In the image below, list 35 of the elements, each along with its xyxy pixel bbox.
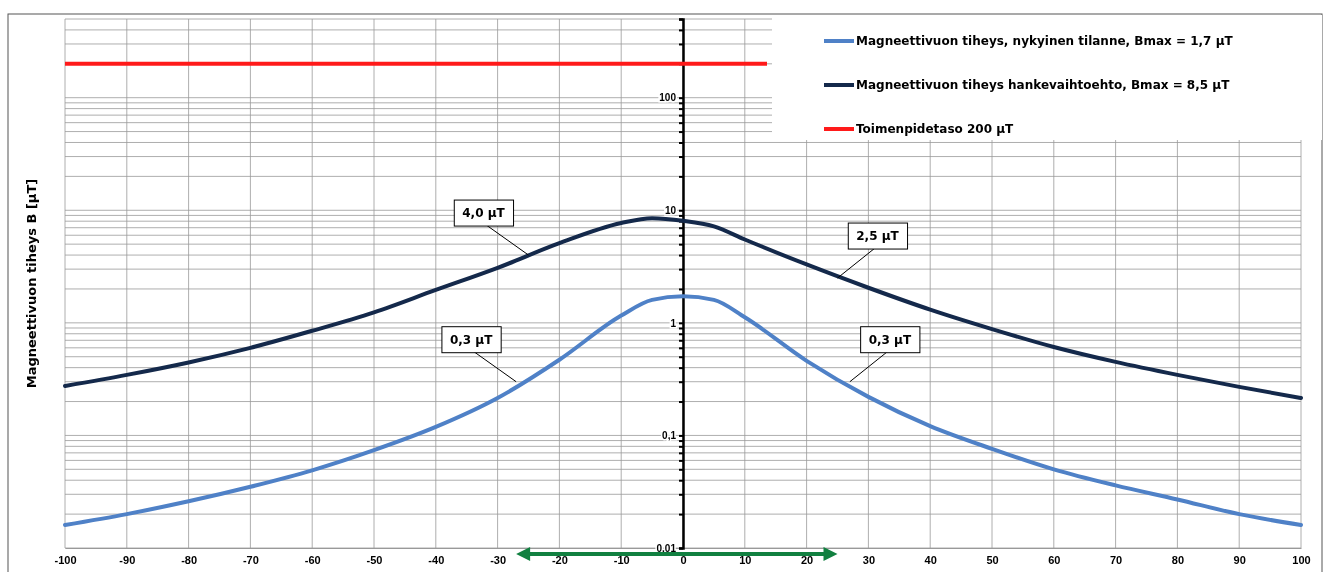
x-tick-label: -50 <box>366 553 383 566</box>
x-tick-label: -100 <box>54 553 77 566</box>
annotation: 2,5 µT <box>856 229 900 244</box>
y-tick-label: 100 <box>659 92 677 104</box>
x-tick-label: 50 <box>986 553 999 566</box>
x-tick-label: 60 <box>1048 553 1061 566</box>
x-tick-label: -60 <box>304 553 321 566</box>
x-tick-label: 70 <box>1109 553 1123 566</box>
x-tick-label: 90 <box>1233 553 1246 566</box>
legend-label: Magneettivuon tiheys, nykyinen tilanne, Bmax = 1,7 µT <box>856 34 1234 48</box>
x-tick-label: -20 <box>551 553 568 566</box>
x-tick-label: 10 <box>739 553 752 566</box>
y-tick-label: 10 <box>664 204 677 216</box>
legend-label: Toimenpidetaso 200 µT <box>856 122 1015 136</box>
x-tick-label: -40 <box>428 553 445 566</box>
x-tick-label: 20 <box>800 553 814 566</box>
x-tick-label: -10 <box>613 553 630 566</box>
annotation: 0,3 µT <box>868 332 912 347</box>
y-axis-title: Magneettivuon tiheys B [µT] <box>24 178 39 389</box>
x-tick-label: 0 <box>680 553 687 566</box>
line-series <box>63 294 1303 528</box>
y-tick-label: 0,01 <box>656 542 677 554</box>
y-tick-label: 0,1 <box>662 430 677 442</box>
annotation: 0,3 µT <box>449 332 494 347</box>
x-tick-label: 80 <box>1171 553 1185 566</box>
x-tick-label: -30 <box>490 553 507 566</box>
x-tick-label: 100 <box>1292 553 1311 566</box>
x-tick-label: -70 <box>242 553 259 566</box>
annotation: 4,0 µT <box>462 206 506 221</box>
x-tick-label: 30 <box>862 553 876 566</box>
x-tick-label: -90 <box>119 553 136 566</box>
y-tick-label: 1 <box>670 317 677 329</box>
legend-label: Magneettivuon tiheys hankevaihtoehto, Bmax = 8,5 µT <box>856 78 1231 92</box>
x-tick-label: -80 <box>181 553 198 566</box>
x-tick-label: 40 <box>924 553 937 566</box>
